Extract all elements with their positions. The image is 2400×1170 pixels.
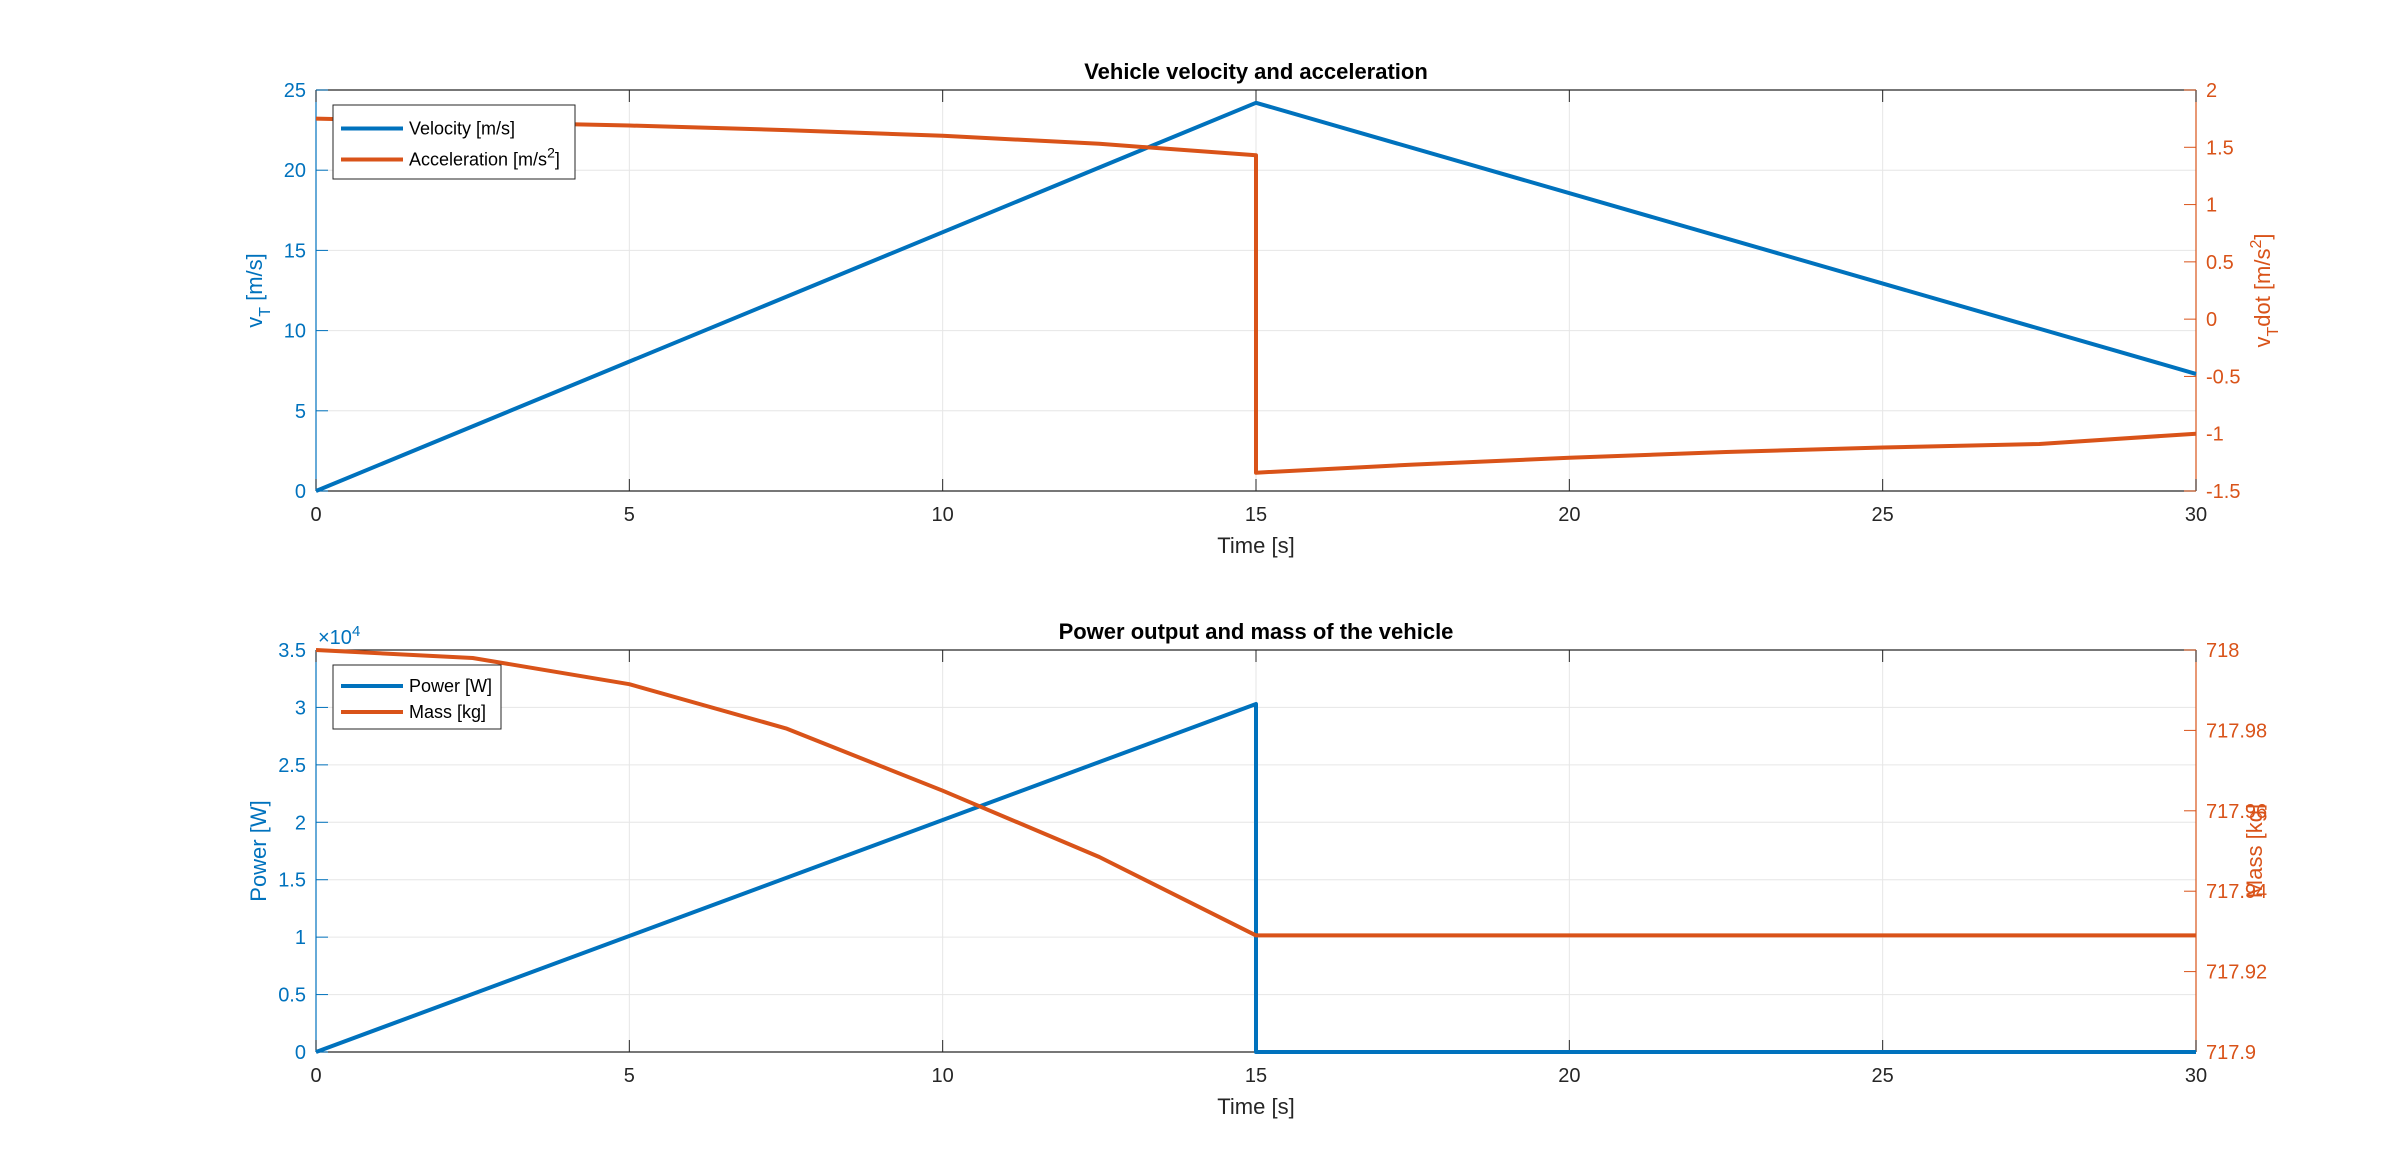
left-y-tick-label: 3 xyxy=(295,697,306,719)
left-y-tick-label: 15 xyxy=(284,240,306,262)
left-y-tick-label: 25 xyxy=(284,80,306,102)
legend-entry-name: Velocity [m/s] xyxy=(409,119,515,139)
left-y-label-main: v xyxy=(242,317,267,328)
left-y-tick-label: 5 xyxy=(295,401,306,423)
x-tick-label: 20 xyxy=(1558,504,1580,526)
left-y-label-sub: T xyxy=(257,307,274,317)
left-y-label-rest: [m/s] xyxy=(242,253,267,307)
exponent-power: 4 xyxy=(352,623,360,640)
left-y-tick-label: 1.5 xyxy=(278,870,306,892)
legend-entry-name: Mass [kg] xyxy=(409,702,486,722)
right-y-tick-label: 718 xyxy=(2206,640,2239,662)
right-y-label-main: v xyxy=(2250,337,2275,348)
series-line-1 xyxy=(315,100,2197,493)
legend: Velocity [m/s] Acceleration [m/s2] xyxy=(332,104,576,180)
left-y-exponent: ×104 xyxy=(318,623,360,649)
left-y-tick-label: 0 xyxy=(295,481,306,503)
series-line-2 xyxy=(315,116,2197,475)
right-y-tick-label: 1.5 xyxy=(2206,137,2234,159)
right-y-tick-label: 717.96 xyxy=(2206,801,2267,823)
x-tick-label: 0 xyxy=(310,504,321,526)
x-tick-label: 0 xyxy=(310,1065,321,1087)
legend: Power [W] Mass [kg] xyxy=(332,664,502,730)
right-y-tick-label: -1.5 xyxy=(2206,481,2240,503)
left-y-tick-label: 20 xyxy=(284,160,306,182)
right-y-tick-label: -1 xyxy=(2206,424,2224,446)
chart-title: Power output and mass of the vehicle xyxy=(1059,619,1454,644)
left-y-tick-label: 0 xyxy=(295,1042,306,1064)
x-tick-label: 25 xyxy=(1872,504,1894,526)
left-y-tick-label: 1 xyxy=(295,927,306,949)
x-tick-label: 5 xyxy=(624,504,635,526)
x-tick-label: 30 xyxy=(2185,504,2207,526)
right-y-tick-label: 717.94 xyxy=(2206,881,2267,903)
left-y-tick-label: 10 xyxy=(284,321,306,343)
right-y-tick-label: 2 xyxy=(2206,80,2217,102)
legend-entry: Mass [kg] xyxy=(409,702,486,722)
chart-2: 0 5 10 15 20 25 30 Time [s] 0 0.5 1 1.5 2 2.5 3 3.5 717.… xyxy=(246,619,2267,1119)
legend-entry-name: Acceleration [m/s xyxy=(409,150,547,170)
right-y-tick-label: 0.5 xyxy=(2206,252,2234,274)
right-y-tick-label: 717.98 xyxy=(2206,720,2267,742)
right-y-tick-label: 717.92 xyxy=(2206,962,2267,984)
series-line-2 xyxy=(315,648,2196,938)
right-y-tick-label: -0.5 xyxy=(2206,366,2240,388)
right-y-label-end: ] xyxy=(2250,233,2275,239)
left-y-tick-label: 2 xyxy=(295,812,306,834)
legend-entry-name: Power [W] xyxy=(409,676,492,696)
left-y-axis-label: Power [W] xyxy=(246,800,271,901)
x-tick-label: 30 xyxy=(2185,1065,2207,1087)
exponent-base: ×10 xyxy=(318,627,352,649)
x-tick-label: 20 xyxy=(1558,1065,1580,1087)
right-y-label-sup: 2 xyxy=(2248,240,2265,249)
right-y-axis-label: Mass [kg] xyxy=(2242,804,2267,898)
x-tick-label: 5 xyxy=(624,1065,635,1087)
right-y-tick-label: 0 xyxy=(2206,309,2217,331)
right-y-label-sub: T xyxy=(2265,327,2282,337)
x-tick-label: 25 xyxy=(1872,1065,1894,1087)
legend-entry: Acceleration [m/s2] xyxy=(409,145,560,170)
left-y-tick-label: 3.5 xyxy=(278,640,306,662)
right-y-tick-label: 717.9 xyxy=(2206,1042,2256,1064)
right-y-label-mid: dot [m/s xyxy=(2250,249,2275,327)
right-y-tick-label: 1 xyxy=(2206,195,2217,217)
chart-title: Vehicle velocity and acceleration xyxy=(1084,59,1428,84)
left-y-tick-label: 2.5 xyxy=(278,755,306,777)
x-tick-label: 15 xyxy=(1245,1065,1267,1087)
x-tick-label: 10 xyxy=(932,504,954,526)
legend-box xyxy=(332,664,502,730)
x-tick-label: 15 xyxy=(1245,504,1267,526)
x-axis-label: Time [s] xyxy=(1217,1094,1294,1119)
legend-box xyxy=(332,104,576,180)
legend-entry-sup: 2 xyxy=(547,145,555,161)
x-tick-label: 10 xyxy=(932,1065,954,1087)
series-line-1 xyxy=(315,702,2196,1054)
left-y-tick-label: 0.5 xyxy=(278,985,306,1007)
left-y-axis-label: vT [m/s] xyxy=(242,253,274,328)
right-y-axis-label: vTdot [m/s2] xyxy=(2248,233,2282,347)
legend-entry: Velocity [m/s] xyxy=(409,119,515,139)
x-axis-label: Time [s] xyxy=(1217,533,1294,558)
legend-entry-end: ] xyxy=(555,150,560,170)
legend-entry: Power [W] xyxy=(409,676,492,696)
